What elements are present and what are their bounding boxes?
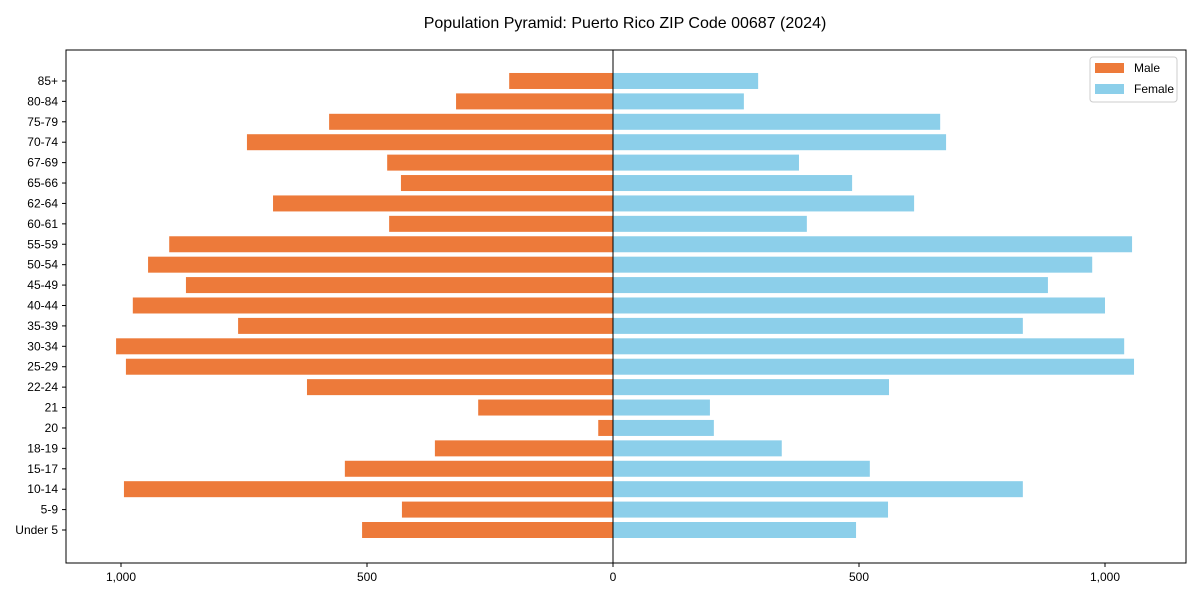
bar-male-30-34 — [116, 338, 613, 355]
bar-female-21 — [613, 399, 710, 416]
bar-female-20 — [613, 419, 714, 436]
bar-male-75-79 — [329, 113, 613, 130]
x-tick-label: 1,000 — [106, 570, 136, 584]
x-tick-label: 0 — [610, 570, 617, 584]
y-tick-label: 25-29 — [27, 360, 58, 374]
y-tick-label: 10-14 — [27, 482, 58, 496]
bar-female-85+ — [613, 72, 759, 89]
bar-female-80-84 — [613, 93, 744, 110]
x-tick-label: 500 — [849, 570, 869, 584]
bar-female-45-49 — [613, 277, 1048, 294]
bar-male-80-84 — [456, 93, 613, 110]
bar-female-60-61 — [613, 215, 807, 232]
bar-male-5-9 — [401, 501, 613, 518]
bar-female-67-69 — [613, 154, 799, 171]
bar-male-60-61 — [389, 215, 613, 232]
bar-female-50-54 — [613, 256, 1093, 273]
legend-swatch-female — [1095, 84, 1124, 94]
y-tick-label: 65-66 — [27, 176, 58, 190]
bar-male-85+ — [509, 72, 613, 89]
y-tick-label: 45-49 — [27, 278, 58, 292]
bar-male-40-44 — [132, 297, 614, 314]
legend-swatch-male — [1095, 63, 1124, 73]
bar-female-30-34 — [613, 338, 1125, 355]
bar-female-25-29 — [613, 358, 1135, 375]
y-tick-label: 62-64 — [27, 196, 58, 210]
bar-male-20 — [598, 419, 613, 436]
y-tick-label: 50-54 — [27, 258, 58, 272]
bar-male-25-29 — [125, 358, 614, 375]
bar-male-62-64 — [273, 195, 613, 212]
bar-male-45-49 — [185, 277, 613, 294]
bar-female-62-64 — [613, 195, 915, 212]
y-tick-label: 70-74 — [27, 135, 58, 149]
y-tick-label: Under 5 — [15, 523, 58, 537]
y-tick-label: 55-59 — [27, 237, 58, 251]
bar-female-40-44 — [613, 297, 1105, 314]
y-tick-label: 60-61 — [27, 217, 58, 231]
bar-female-35-39 — [613, 317, 1023, 334]
legend-label-female: Female — [1134, 82, 1174, 96]
plot-frame — [65, 49, 1187, 564]
bar-female-5-9 — [613, 501, 889, 518]
y-tick-label: 75-79 — [27, 115, 58, 129]
legend: Male Female — [1089, 56, 1178, 103]
bar-female-under-5 — [613, 522, 857, 538]
bar-male-67-69 — [387, 154, 613, 171]
y-tick-label: 67-69 — [27, 156, 58, 170]
y-tick-label: 35-39 — [27, 319, 58, 333]
legend-label-male: Male — [1134, 61, 1160, 75]
bar-male-55-59 — [169, 236, 613, 253]
y-tick-label: 20 — [45, 421, 59, 435]
bar-male-under-5 — [362, 522, 613, 538]
bar-female-15-17 — [613, 460, 870, 477]
y-tick-label: 80-84 — [27, 94, 58, 108]
bar-male-22-24 — [306, 379, 613, 396]
bar-male-21 — [478, 399, 613, 416]
y-tick-label: 40-44 — [27, 298, 58, 312]
x-tick-label: 500 — [357, 570, 377, 584]
chart-title: Population Pyramid: Puerto Rico ZIP Code… — [424, 15, 827, 32]
y-tick-label: 85+ — [38, 74, 58, 88]
bar-female-10-14 — [613, 481, 1023, 498]
bar-female-65-66 — [613, 175, 853, 192]
bar-female-70-74 — [613, 134, 947, 151]
x-tick-label: 1,000 — [1090, 570, 1120, 584]
bar-male-50-54 — [148, 256, 613, 273]
bar-female-75-79 — [613, 113, 941, 130]
y-tick-label: 30-34 — [27, 339, 58, 353]
y-tick-label: 18-19 — [27, 441, 58, 455]
bar-male-15-17 — [344, 460, 613, 477]
y-tick-label: 21 — [45, 401, 59, 415]
bar-male-65-66 — [400, 175, 613, 192]
bar-female-22-24 — [613, 379, 890, 396]
bar-male-70-74 — [246, 134, 613, 151]
y-tick-label: 5-9 — [41, 503, 59, 517]
bar-female-18-19 — [613, 440, 782, 457]
bar-female-55-59 — [613, 236, 1133, 253]
bar-male-10-14 — [123, 481, 614, 498]
y-tick-label: 22-24 — [27, 380, 58, 394]
bar-male-18-19 — [434, 440, 613, 457]
bar-male-35-39 — [238, 317, 613, 334]
y-tick-label: 15-17 — [27, 462, 58, 476]
